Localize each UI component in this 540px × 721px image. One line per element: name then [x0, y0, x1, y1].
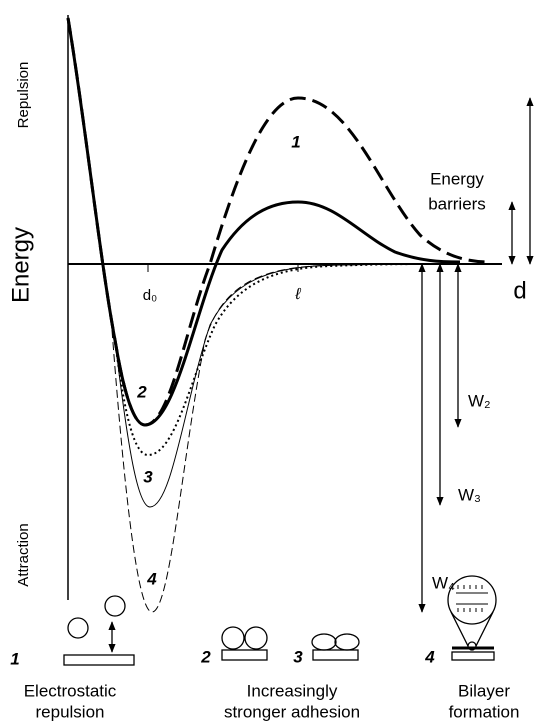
vesicle [244, 626, 268, 650]
stage-label: stronger adhesion [224, 702, 360, 721]
substrate [63, 654, 135, 666]
zoom-spot [467, 641, 477, 651]
curve-label: 4 [146, 569, 157, 588]
zoom-lens [447, 575, 497, 625]
curve-label: 2 [136, 382, 147, 401]
curve-1 [66, 17, 491, 427]
stage-number: 4 [424, 647, 435, 666]
stage-number: 1 [10, 649, 19, 668]
vesicle [334, 633, 360, 651]
curve-3-dotted [114, 263, 431, 457]
zoom-line [450, 611, 469, 647]
w2-label: W₂ [468, 391, 491, 410]
vesicle [221, 626, 245, 650]
zoom-line [475, 611, 494, 647]
stage-label: Electrostatic [24, 681, 117, 700]
energy-label: Energy [7, 227, 34, 303]
substrate [451, 651, 495, 661]
lipids [456, 585, 488, 612]
w4-label: W₄ [432, 573, 455, 592]
curve-label: 1 [291, 132, 300, 151]
curve-3 [114, 263, 441, 508]
substrate [312, 649, 359, 661]
barriers-label: barriers [428, 194, 486, 213]
attraction-label: Attraction [15, 523, 32, 586]
vesicle [104, 595, 126, 617]
w3-label: W₃ [458, 485, 481, 504]
ell-label: ℓ [294, 286, 301, 303]
curve-4 [111, 263, 451, 613]
d0-label: d₀ [143, 287, 158, 304]
barriers-label: Energy [430, 169, 484, 188]
curve-2 [66, 17, 461, 427]
stage-label: Increasingly [247, 681, 338, 700]
stage-label: repulsion [36, 702, 105, 721]
substrate [221, 649, 268, 661]
stage-label: Bilayer [458, 681, 510, 700]
stage-number: 2 [200, 647, 211, 666]
x-label: d [513, 277, 526, 304]
repulsion-label: Repulsion [15, 62, 32, 129]
vesicle [67, 617, 89, 639]
stage-label: formation [449, 702, 520, 721]
curve-label: 3 [143, 467, 153, 486]
vesicle [311, 633, 337, 651]
stage-number: 3 [293, 647, 303, 666]
